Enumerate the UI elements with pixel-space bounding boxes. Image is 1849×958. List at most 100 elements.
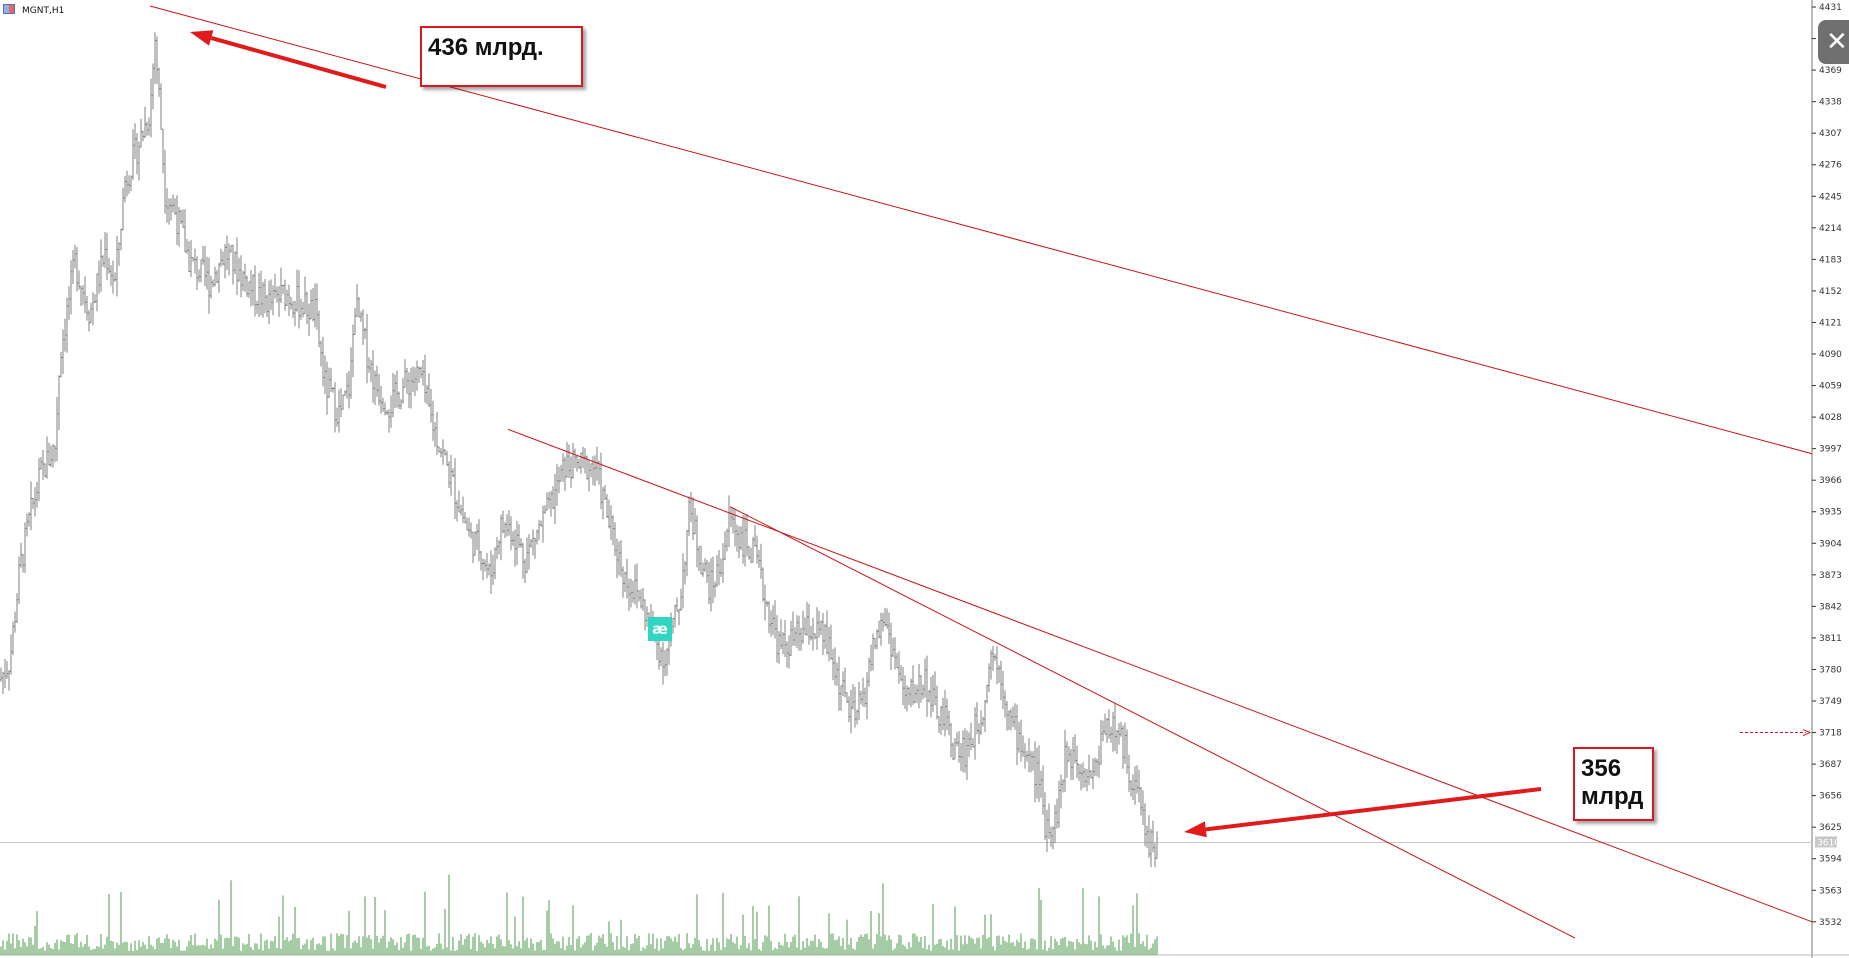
trendline[interactable] xyxy=(149,5,1813,455)
price-bar xyxy=(994,653,996,661)
price-bar xyxy=(1064,729,1066,793)
price-bar xyxy=(720,558,722,577)
arrow-head xyxy=(1184,821,1207,838)
price-bar xyxy=(776,615,778,663)
price-bar xyxy=(76,247,78,292)
price-bar xyxy=(1056,798,1058,829)
price-bar xyxy=(380,385,382,414)
price-bar xyxy=(724,531,726,561)
price-bar xyxy=(672,618,674,634)
y-tick: 3873 xyxy=(1812,571,1842,581)
price-bar xyxy=(838,656,840,711)
price-bar xyxy=(252,274,254,306)
price-bar xyxy=(1024,743,1026,769)
price-bar xyxy=(612,515,614,546)
arrow-head xyxy=(190,30,214,46)
price-bar xyxy=(358,296,360,318)
price-bar xyxy=(532,529,534,556)
price-bar xyxy=(56,396,58,462)
price-bar xyxy=(854,686,856,728)
chart-symbol-icon xyxy=(3,4,15,14)
price-bar xyxy=(822,612,824,655)
price-bar xyxy=(422,359,424,386)
y-tick-label: 3904 xyxy=(1819,539,1842,549)
price-bar xyxy=(162,128,164,174)
alert-marker-icon[interactable]: æ xyxy=(648,617,672,641)
price-bar xyxy=(640,589,642,609)
y-tick-label: 3873 xyxy=(1819,571,1842,581)
price-bar xyxy=(1100,719,1102,765)
price-bar xyxy=(952,742,954,761)
price-bar xyxy=(456,500,458,522)
price-bar xyxy=(300,298,302,320)
price-bar xyxy=(172,194,174,213)
price-bar xyxy=(562,453,564,482)
price-bar xyxy=(298,270,300,329)
price-bar xyxy=(136,133,138,175)
price-bar xyxy=(834,647,836,686)
price-bar xyxy=(782,632,784,655)
price-bar xyxy=(1088,754,1090,785)
price-bar xyxy=(522,542,524,579)
arrow-to-high[interactable] xyxy=(190,30,387,89)
price-bar xyxy=(184,209,186,253)
price-bar xyxy=(230,245,232,253)
price-bar xyxy=(890,622,892,670)
y-tick-label: 3997 xyxy=(1819,445,1842,455)
price-bar xyxy=(498,540,500,555)
price-bar xyxy=(812,617,814,651)
arrow-to-current[interactable] xyxy=(1184,787,1542,838)
price-bar xyxy=(34,487,36,517)
price-bar xyxy=(312,287,314,322)
price-bar xyxy=(268,280,270,325)
price-bar xyxy=(128,175,130,194)
volume-bars xyxy=(0,874,1158,955)
price-bar xyxy=(962,730,964,773)
price-bar xyxy=(1066,741,1068,778)
price-bar xyxy=(354,308,356,336)
price-bar xyxy=(1068,746,1070,762)
price-bar xyxy=(542,505,544,543)
price-bar xyxy=(256,301,258,315)
price-bar xyxy=(632,580,634,603)
price-bar xyxy=(864,687,866,707)
price-bar xyxy=(174,198,176,215)
price-bar xyxy=(306,291,308,325)
price-bar xyxy=(868,657,870,687)
close-icon[interactable]: ✕ xyxy=(1818,20,1849,64)
price-bar xyxy=(234,251,236,275)
y-tick: 3718 xyxy=(1812,729,1842,739)
price-bar xyxy=(134,123,136,160)
price-bar xyxy=(214,266,216,287)
price-bar xyxy=(468,517,470,537)
price-bar xyxy=(384,402,386,416)
price-bar xyxy=(188,241,190,273)
price-bar xyxy=(974,707,976,760)
price-bar xyxy=(1092,758,1094,790)
price-bar xyxy=(372,350,374,403)
price-bar xyxy=(774,600,776,639)
price-bar xyxy=(846,692,848,703)
price-bar xyxy=(832,648,834,681)
price-bar xyxy=(432,400,434,441)
trendline[interactable] xyxy=(729,506,1576,939)
price-bar xyxy=(502,510,504,534)
price-bar xyxy=(228,243,230,276)
price-bar xyxy=(936,685,938,720)
y-tick: 3966 xyxy=(1812,476,1842,486)
price-bar xyxy=(24,522,26,573)
trendline[interactable] xyxy=(507,428,1813,923)
price-bar xyxy=(44,463,46,478)
price-bar xyxy=(710,558,712,612)
price-bar xyxy=(46,436,48,479)
price-bar xyxy=(806,601,808,636)
price-bar xyxy=(1004,690,1006,718)
price-bar xyxy=(212,279,214,288)
price-bar xyxy=(872,633,874,671)
price-bar xyxy=(576,456,578,472)
price-bar xyxy=(702,562,704,577)
price-bar xyxy=(38,458,40,502)
y-tick: 3997 xyxy=(1812,445,1842,455)
y-tick: 3811 xyxy=(1812,634,1842,644)
price-bar xyxy=(510,516,512,551)
